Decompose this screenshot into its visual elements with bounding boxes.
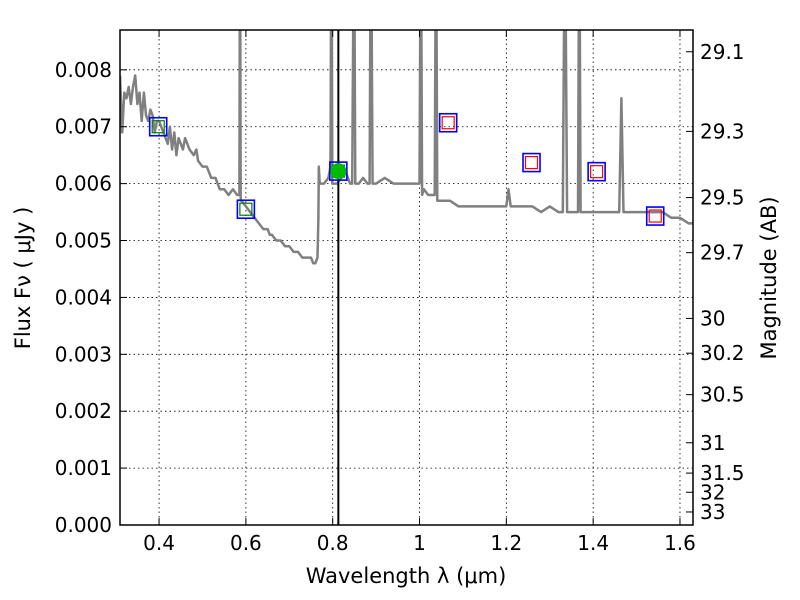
model-flux-box	[590, 165, 604, 179]
x-tick-label: 1.2	[490, 531, 522, 555]
mag-tick-label: 29.1	[700, 40, 745, 64]
spectrum-line	[120, 30, 693, 265]
y-tick-label: 0.004	[55, 285, 112, 309]
x-tick-label: 0.4	[143, 531, 175, 555]
y-tick-label: 0.006	[55, 172, 112, 196]
axis-ticks: 0.4 0.6 0.8 1 1.2 1.4 1.6 0.000 0.001 0.002 0.003 0…	[55, 30, 745, 555]
x-tick-label: 1	[413, 531, 426, 555]
y-tick-label: 0.008	[55, 58, 112, 82]
selected-filter-point	[330, 163, 347, 180]
y-tick-label: 0.005	[55, 229, 112, 253]
observed-flux-box	[522, 152, 541, 173]
plot-frame	[119, 29, 694, 526]
y-axis-title: Flux Fν ( μJy )	[11, 207, 35, 350]
mag-tick-label: 31	[700, 431, 725, 455]
observed-flux-box	[148, 116, 168, 137]
model-flux-box	[648, 209, 662, 223]
observed-flux-box	[587, 161, 606, 182]
x-tick-label: 1.4	[577, 531, 609, 555]
model-flux-box	[441, 116, 455, 130]
observed-flux-box	[329, 161, 348, 181]
observed-flux-box	[236, 199, 256, 220]
photometry-markers	[148, 30, 665, 525]
model-flux-box	[239, 202, 253, 216]
mag-tick-label: 30	[700, 306, 725, 330]
x-tick-label: 0.8	[317, 531, 349, 555]
observed-flux-box	[645, 206, 665, 226]
y2-axis-title: Magnitude (AB)	[757, 196, 781, 359]
spectrum-series	[120, 30, 693, 265]
mag-tick-label: 29.7	[700, 241, 745, 265]
y-tick-label: 0.000	[55, 513, 112, 537]
y-tick-label: 0.007	[55, 115, 112, 139]
mag-tick-label: 33	[700, 500, 725, 524]
mag-tick-label: 29.5	[700, 186, 745, 210]
mag-tick-label: 30.5	[700, 383, 745, 407]
model-flux-box	[524, 155, 539, 170]
y-tick-label: 0.003	[55, 342, 112, 366]
y-tick-label: 0.002	[55, 399, 112, 423]
grid-lines	[120, 30, 693, 526]
x-axis-title: Wavelength λ (μm)	[306, 564, 507, 588]
mag-tick-label: 29.3	[700, 119, 745, 143]
mag-tick-label: 30.2	[700, 341, 745, 365]
y-tick-label: 0.001	[55, 456, 112, 480]
mag-tick-label: 31.5	[700, 461, 745, 485]
x-tick-label: 0.6	[230, 531, 262, 555]
mag-tick-label: 32	[700, 480, 725, 504]
x-tick-label: 1.6	[664, 531, 696, 555]
model-flux-box	[151, 120, 165, 134]
observed-flux-box	[438, 112, 458, 133]
